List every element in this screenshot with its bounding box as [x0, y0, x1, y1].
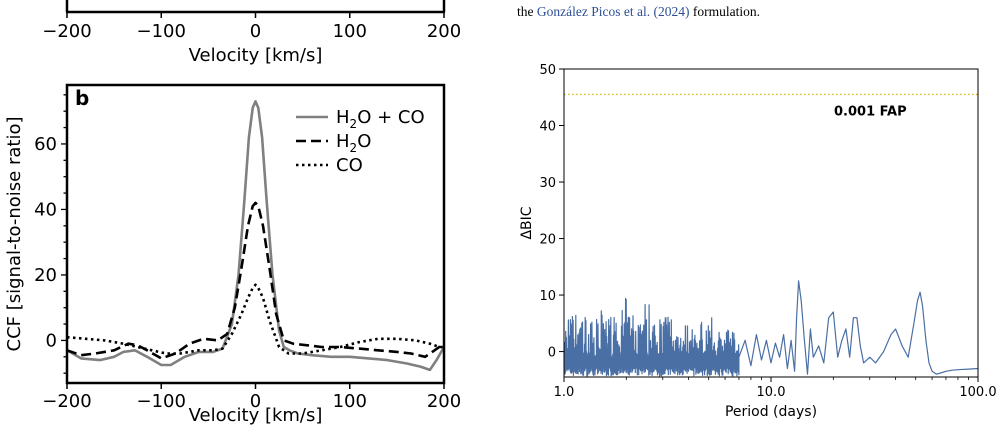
panel-b-y-tick-label: 20: [34, 265, 57, 286]
top-x-tick-label: 100: [333, 21, 367, 42]
panel-b-ccf-chart: −200 −100 0 100 200 0 20 40 60 Velocity [km/s] CCF…: [4, 83, 461, 426]
periodogram-x-axis-label: Period (days): [725, 404, 817, 420]
periodogram-y-tick-label: 40: [539, 120, 556, 135]
panel-label-b: b: [75, 86, 89, 110]
top-x-axis-label: Velocity [km/s]: [189, 45, 323, 66]
co-line: [67, 283, 444, 355]
caption-reference-link[interactable]: González Picos et al. (2024): [536, 4, 690, 19]
periodogram-y-tick-label: 50: [539, 63, 556, 78]
top-panel-bottom-axis: −200 −100 0 100 200 Velocity [km/s]: [42, 0, 461, 66]
h2o-co-line: [67, 100, 444, 372]
panel-b-x-tick-label: 0: [250, 391, 261, 412]
panel-b-x-tick-label: 200: [427, 391, 461, 412]
caption-suffix: formulation.: [689, 4, 760, 19]
periodogram-y-tick-label: 0: [548, 346, 556, 361]
panel-b-y-tick-label: 60: [34, 134, 57, 155]
panel-b-x-tick-label: 100: [333, 391, 367, 412]
delta-bic-line: [564, 280, 978, 377]
legend-label-h2o-line: H2O: [336, 131, 371, 155]
top-x-tick-label: 0: [250, 21, 261, 42]
caption-prefix: the: [517, 4, 537, 19]
panel-b-x-tick-label: −100: [137, 391, 186, 412]
periodogram-y-tick-label: 30: [539, 176, 556, 191]
panel-b-y-axis-label: CCF [signal-to-noise ratio]: [4, 117, 25, 352]
panel-b-x-tick-label: −200: [42, 391, 91, 412]
periodogram-x-tick-label: 100.0: [959, 385, 996, 400]
legend-label-co-line: CO: [336, 155, 363, 176]
panel-b-y-tick-label: 40: [34, 199, 57, 220]
periodogram-x-tick-label: 10.0: [757, 385, 786, 400]
figure-caption: the González Picos et al. (2024) formula…: [517, 4, 760, 20]
periodogram-y-tick-label: 10: [539, 289, 556, 304]
top-x-tick-label: −200: [42, 21, 91, 42]
fap-threshold-label: 0.001 FAP: [834, 104, 907, 119]
periodogram-y-axis-label: ΔBIC: [519, 206, 535, 239]
panel-b-y-tick-label: 0: [46, 330, 57, 351]
h2o-line: [67, 201, 444, 360]
top-x-tick-label: −100: [137, 21, 186, 42]
legend-label-h2o-co-line: H2O + CO: [336, 107, 425, 131]
periodogram-x-tick-label: 1.0: [554, 385, 575, 400]
top-x-tick-label: 200: [427, 21, 461, 42]
periodogram-chart: 0.001 FAP 1.0 10.0 100.0 0 10 20 30 40 50 Period (…: [519, 63, 997, 420]
periodogram-y-tick-label: 20: [539, 233, 556, 248]
panel-b-x-axis-label: Velocity [km/s]: [189, 405, 323, 426]
